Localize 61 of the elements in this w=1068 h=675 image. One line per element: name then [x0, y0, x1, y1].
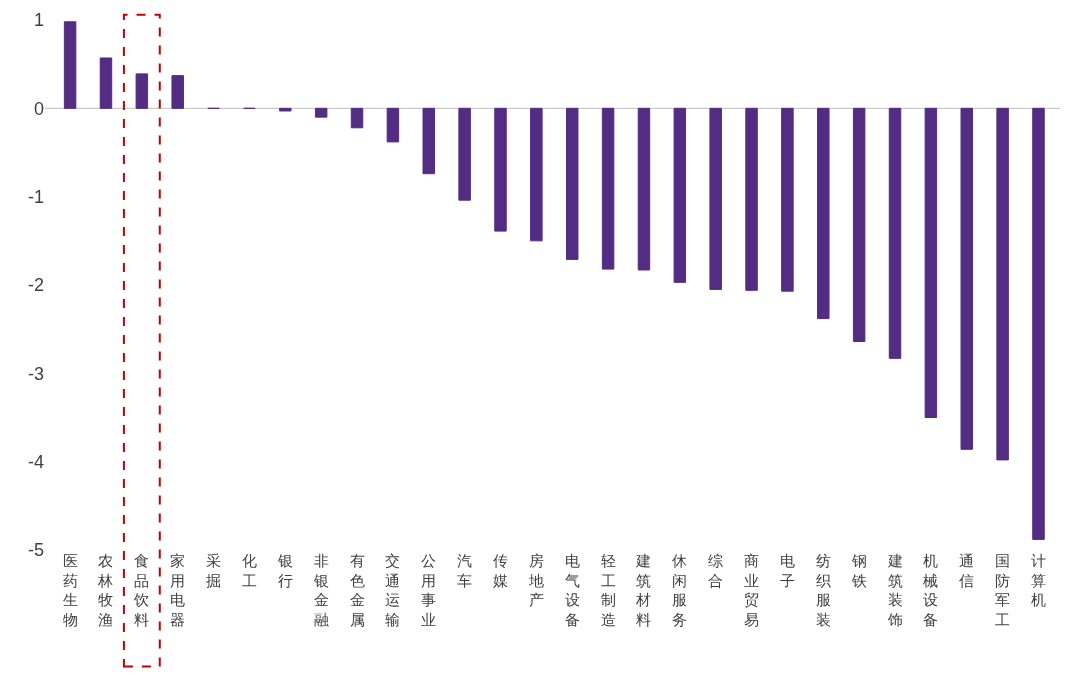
bar — [960, 107, 973, 450]
x-tick-label: 公用事业 — [421, 552, 437, 629]
x-tick-label: 轻工制造 — [600, 552, 616, 629]
x-tick-label: 采掘 — [206, 552, 222, 590]
bar — [673, 107, 687, 283]
bar — [63, 21, 77, 109]
x-tick-label: 纺织服装 — [815, 552, 831, 629]
bar — [458, 107, 471, 201]
x-tick-label: 医药生物 — [62, 552, 78, 629]
bar — [386, 107, 400, 143]
bar — [781, 107, 794, 292]
x-tick-label: 国防军工 — [995, 552, 1011, 629]
bar — [314, 107, 328, 118]
x-tick-label: 房地产 — [527, 552, 544, 609]
x-tick-label: 建筑装饰 — [886, 552, 903, 629]
bar — [171, 75, 184, 109]
x-tick-label: 综合 — [708, 552, 724, 590]
x-tick-label: 交通运输 — [385, 552, 401, 629]
x-tick-label: 电子 — [779, 552, 795, 590]
x-tick-label: 银行 — [276, 552, 293, 590]
bar — [745, 107, 758, 291]
bar — [494, 107, 507, 232]
x-tick-label: 家用电器 — [170, 552, 186, 629]
x-tick-label: 建筑材料 — [635, 552, 652, 629]
x-tick-label: 化工 — [241, 552, 257, 590]
bar — [422, 107, 435, 175]
x-tick-label: 食品饮料 — [133, 552, 150, 629]
y-tick-label: 1 — [33, 10, 44, 31]
y-tick-label: 0 — [33, 98, 44, 119]
x-tick-label: 钢铁 — [850, 552, 867, 590]
bar — [601, 107, 615, 270]
bar — [996, 107, 1009, 461]
bar — [135, 73, 149, 109]
x-tick-label: 有色金属 — [349, 552, 365, 629]
bar — [817, 107, 830, 320]
bar — [1032, 107, 1045, 540]
x-tick-label: 机械设备 — [923, 552, 939, 629]
y-tick-label: -3 — [27, 363, 44, 384]
x-tick-label: 计算机 — [1030, 552, 1046, 609]
bar — [350, 107, 364, 129]
bar — [924, 107, 938, 418]
bar — [637, 107, 651, 271]
x-tick-label: 农林牧渔 — [97, 552, 114, 629]
x-tick-label: 非银金融 — [312, 552, 329, 629]
y-tick-label: -1 — [27, 186, 44, 207]
bar — [530, 107, 543, 242]
y-tick-label: -5 — [27, 540, 44, 561]
x-tick-label: 电气设备 — [564, 552, 580, 629]
x-tick-label: 汽车 — [457, 552, 473, 590]
bar — [852, 107, 866, 343]
y-tick-label: -4 — [27, 451, 44, 472]
x-tick-label: 休闲服务 — [672, 552, 688, 629]
bar — [709, 107, 722, 290]
x-tick-label: 传媒 — [492, 552, 508, 590]
bar — [888, 107, 902, 359]
x-tick-label: 通信 — [959, 552, 975, 590]
bar — [565, 107, 579, 260]
bar — [99, 57, 113, 109]
x-tick-label: 商业贸易 — [744, 552, 760, 629]
bar — [279, 107, 292, 112]
y-tick-label: -2 — [27, 275, 44, 296]
